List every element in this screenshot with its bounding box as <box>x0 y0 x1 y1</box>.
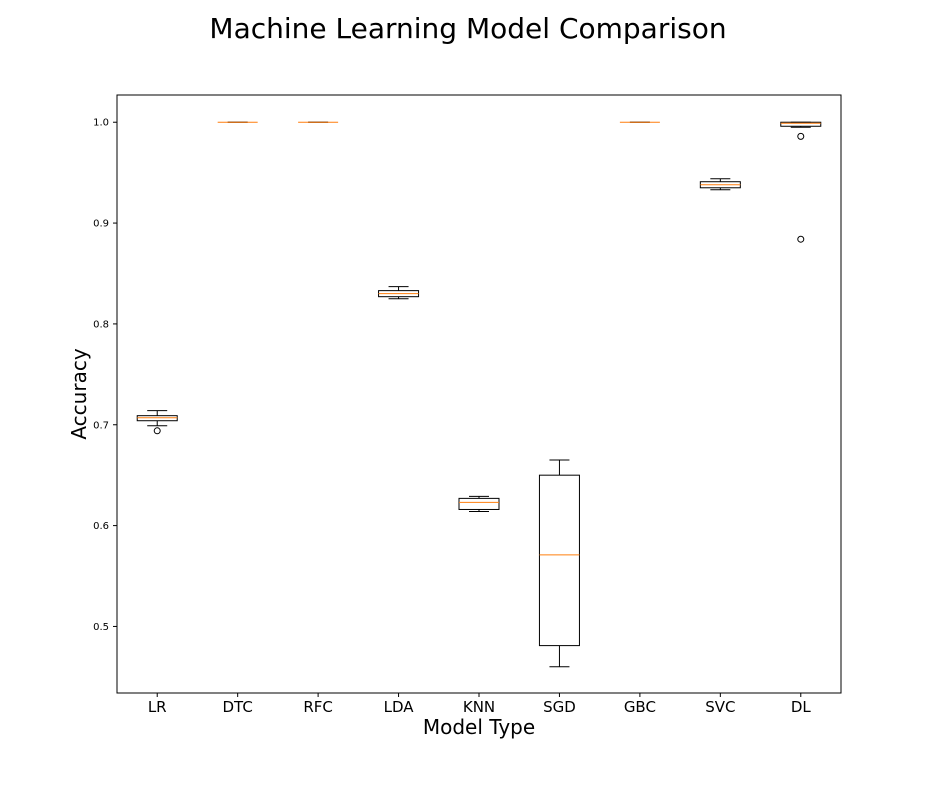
x-axis: LR DTC RFC LDA KNN SGD GBC SVC DL <box>148 693 812 716</box>
chart-title: Machine Learning Model Comparison <box>209 12 726 45</box>
flier-point <box>153 427 161 435</box>
box-iqr <box>458 497 500 510</box>
box-iqr <box>780 121 822 127</box>
y-tick-label: 0.7 <box>93 420 109 431</box>
boxes-layer <box>136 121 822 668</box>
y-tick-label: 1.0 <box>93 118 109 129</box>
box-knn <box>458 495 500 512</box>
x-tick-label: LR <box>148 698 167 716</box>
y-tick-label: 0.9 <box>93 219 109 230</box>
box-dl <box>780 121 822 243</box>
box-iqr <box>136 415 178 422</box>
y-tick-label: 0.6 <box>93 521 109 532</box>
x-tick-label: GBC <box>624 698 656 716</box>
y-tick-label: 0.8 <box>93 319 109 330</box>
y-axis-label: Accuracy <box>67 348 91 439</box>
x-tick-label: DL <box>791 698 812 716</box>
x-tick-label: KNN <box>463 698 495 716</box>
box-lr <box>136 410 178 435</box>
box-iqr <box>538 474 580 647</box>
x-axis-label: Model Type <box>423 715 535 739</box>
flier-point <box>797 235 805 243</box>
box-sgd <box>538 459 580 668</box>
flier-point <box>797 132 805 140</box>
x-tick-label: SGD <box>543 698 576 716</box>
y-axis: 0.5 0.6 0.7 0.8 0.9 1.0 <box>93 118 117 633</box>
x-tick-label: DTC <box>223 698 253 716</box>
y-tick-label: 0.5 <box>93 622 109 633</box>
x-tick-label: LDA <box>384 698 415 716</box>
x-tick-label: SVC <box>705 698 735 716</box>
box-svc <box>699 178 741 191</box>
box-lda <box>378 286 420 300</box>
x-tick-label: RFC <box>303 698 333 716</box>
